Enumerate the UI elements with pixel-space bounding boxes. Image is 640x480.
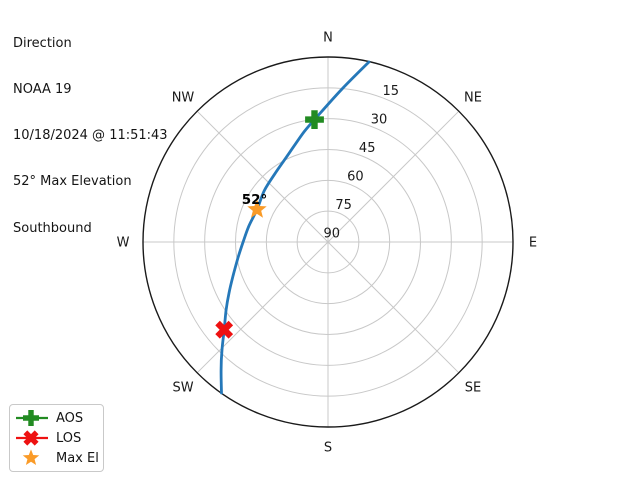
chart-title: Direction (13, 35, 72, 51)
azimuth-spoke-135 (327, 241, 460, 374)
elevation-tick-label-45: 45 (359, 141, 376, 156)
elevation-tick-label-15: 15 (383, 84, 400, 99)
max-el-marker (247, 199, 267, 218)
compass-label-w: W (117, 236, 130, 251)
legend-label-max-el: Max El (56, 450, 99, 466)
legend-item-max-el: Max El (15, 448, 101, 468)
compass-label-nw: NW (172, 91, 195, 106)
legend-item-aos: AOS (15, 408, 101, 428)
azimuth-spoke-315 (196, 110, 329, 243)
azimuth-spoke-45 (327, 110, 460, 243)
satellite-name: NOAA 19 (13, 82, 72, 98)
los-marker (215, 320, 234, 339)
azimuth-spoke-225 (196, 241, 329, 374)
pass-direction: Southbound (13, 220, 92, 236)
aos-plus-icon (16, 410, 48, 426)
max-el-star-icon (22, 449, 40, 466)
compass-label-se: SE (465, 381, 481, 396)
compass-label-s: S (324, 441, 332, 456)
legend-marker-glyph (23, 410, 39, 426)
horizon-circle (142, 56, 514, 428)
compass-label-n: N (323, 31, 333, 46)
legend-label-aos: AOS (56, 410, 84, 426)
elevation-tick-label-30: 30 (371, 112, 388, 127)
pass-info-header: Direction NOAA 19 10/18/2024 @ 11:51:43 … (13, 5, 168, 267)
elevation-tick-label-90: 90 (324, 226, 341, 241)
legend-marker-glyph (23, 430, 39, 446)
elevation-tick-label-60: 60 (347, 169, 364, 184)
legend-marker-glyph (22, 449, 40, 466)
pass-track-line (219, 60, 371, 395)
compass-label-sw: SW (172, 381, 193, 396)
max-elevation-annotation: 52° (242, 192, 268, 208)
los-x-icon (16, 430, 48, 446)
elevation-tick-label-75: 75 (335, 198, 352, 213)
max-elevation-text: 52° Max Elevation (13, 174, 132, 190)
compass-label-e: E (529, 236, 537, 251)
compass-label-ne: NE (464, 91, 482, 106)
legend-label-los: LOS (56, 430, 82, 446)
legend-item-los: LOS (15, 428, 101, 448)
aos-marker (305, 110, 324, 129)
legend: AOS LOS Max El (9, 404, 104, 472)
pass-timestamp: 10/18/2024 @ 11:51:43 (13, 128, 168, 144)
